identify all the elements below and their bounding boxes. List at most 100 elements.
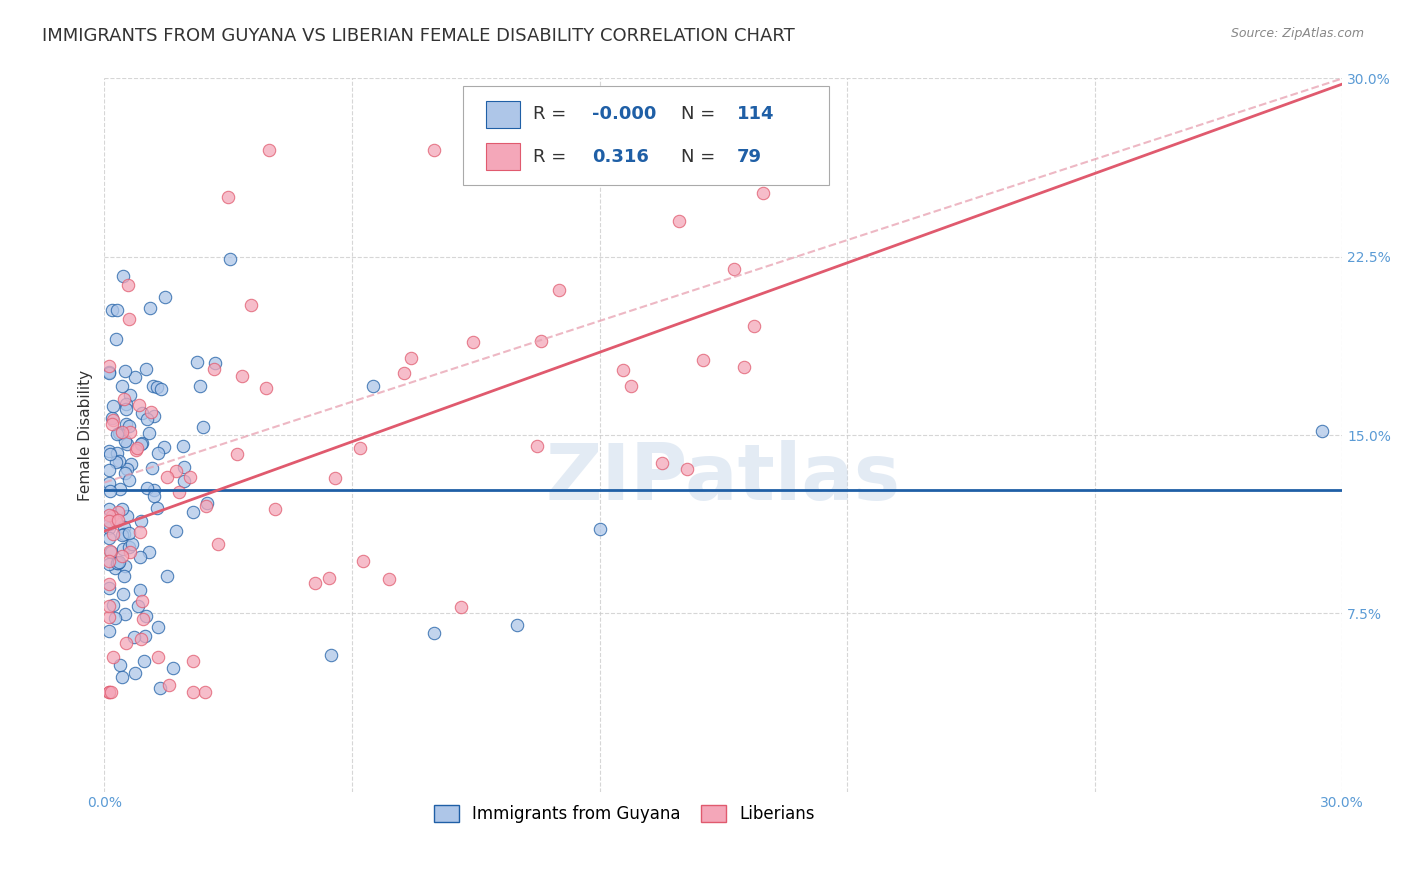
Point: [114, 559, 136, 574]
Point: [114, 434, 136, 448]
Point: [108, 425, 131, 440]
Point: [149, 681, 172, 695]
Point: [142, 489, 165, 503]
Point: [181, 505, 204, 519]
Point: [97, 508, 120, 522]
Point: [98, 544, 121, 558]
Point: [165, 464, 187, 478]
Point: [318, 571, 340, 585]
Point: [117, 437, 139, 451]
Point: [148, 649, 170, 664]
Point: [131, 436, 153, 450]
Text: N =: N =: [682, 105, 721, 123]
Point: [225, 447, 247, 461]
Point: [127, 599, 149, 614]
Point: [114, 466, 136, 480]
Point: [124, 369, 146, 384]
Point: [120, 457, 142, 471]
Point: [156, 470, 179, 484]
Point: [104, 510, 127, 524]
Text: 0.316: 0.316: [592, 148, 650, 166]
Point: [114, 401, 136, 416]
Point: [107, 512, 129, 526]
Point: [401, 351, 423, 365]
Point: [733, 360, 755, 375]
Point: [146, 445, 169, 459]
Legend: Immigrants from Guyana, Liberians: Immigrants from Guyana, Liberians: [427, 798, 821, 830]
Point: [107, 556, 129, 570]
Point: [150, 382, 173, 396]
Point: [135, 481, 157, 495]
Point: [103, 399, 125, 413]
Point: [124, 665, 146, 680]
Point: [108, 426, 131, 441]
Point: [153, 290, 176, 304]
Point: [97, 599, 120, 613]
Point: [752, 186, 775, 200]
Point: [101, 598, 124, 612]
Point: [139, 405, 162, 419]
Point: [111, 669, 134, 683]
Point: [97, 610, 120, 624]
Point: [304, 575, 326, 590]
Point: [108, 657, 131, 672]
Point: [98, 624, 121, 638]
Point: [138, 545, 160, 559]
Point: [179, 470, 201, 484]
Y-axis label: Female Disability: Female Disability: [79, 369, 93, 500]
Point: [1310, 424, 1333, 438]
Point: [118, 474, 141, 488]
Point: [231, 368, 253, 383]
Point: [676, 462, 699, 476]
Point: [423, 143, 446, 157]
Point: [526, 439, 548, 453]
Point: [114, 364, 136, 378]
Point: [217, 190, 239, 204]
Text: N =: N =: [682, 148, 721, 166]
Point: [97, 521, 120, 535]
Point: [120, 425, 142, 439]
Point: [112, 568, 135, 582]
Point: [128, 549, 150, 564]
Point: [173, 474, 195, 488]
Text: R =: R =: [533, 105, 572, 123]
Point: [181, 685, 204, 699]
FancyBboxPatch shape: [485, 144, 520, 170]
Point: [146, 619, 169, 633]
Point: [111, 502, 134, 516]
Point: [135, 608, 157, 623]
Point: [723, 262, 745, 277]
Point: [548, 283, 571, 297]
Point: [101, 509, 124, 524]
Point: [153, 440, 176, 454]
Point: [114, 397, 136, 411]
Point: [162, 661, 184, 675]
Point: [254, 381, 277, 395]
Point: [143, 409, 166, 423]
Point: [104, 561, 127, 575]
Point: [97, 502, 120, 516]
Point: [118, 311, 141, 326]
Point: [98, 514, 121, 528]
Point: [111, 379, 134, 393]
Point: [172, 439, 194, 453]
FancyBboxPatch shape: [464, 86, 828, 186]
Point: [117, 278, 139, 293]
Point: [141, 460, 163, 475]
Point: [127, 441, 149, 455]
Point: [97, 685, 120, 699]
Point: [118, 418, 141, 433]
Point: [651, 456, 673, 470]
Point: [111, 549, 134, 564]
Point: [143, 483, 166, 497]
Point: [101, 527, 124, 541]
Point: [619, 379, 641, 393]
Point: [139, 301, 162, 315]
Text: -0.000: -0.000: [592, 105, 657, 123]
Point: [97, 557, 120, 571]
Point: [122, 631, 145, 645]
Point: [530, 334, 553, 348]
Point: [450, 600, 472, 615]
Point: [108, 482, 131, 496]
Point: [98, 517, 121, 532]
